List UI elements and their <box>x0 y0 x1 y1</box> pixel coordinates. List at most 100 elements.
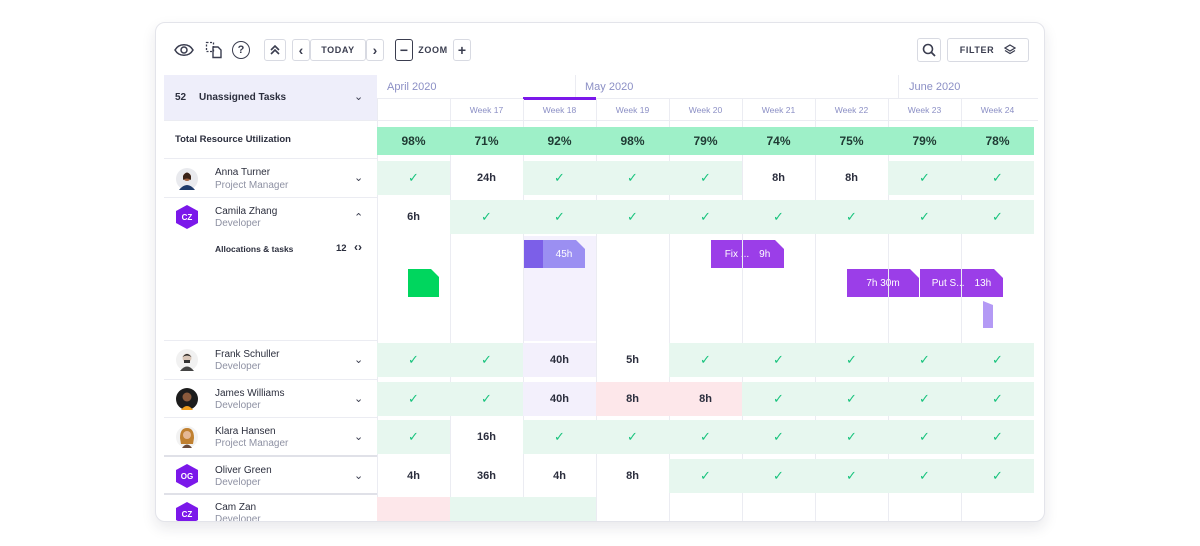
month-divider <box>575 75 576 99</box>
today-button[interactable]: TODAY <box>310 39 366 61</box>
availability-cell[interactable]: ✓ <box>888 459 961 493</box>
collapse-all-button[interactable] <box>264 39 286 61</box>
availability-cell[interactable]: ✓ <box>377 343 450 377</box>
availability-cell[interactable]: 16h <box>477 431 496 443</box>
availability-cell[interactable] <box>523 497 596 521</box>
unassigned-tasks-row[interactable]: 52 Unassigned Tasks ⌄ <box>164 75 377 121</box>
availability-cell[interactable]: ✓ <box>815 382 888 416</box>
availability-cell[interactable] <box>961 497 1034 521</box>
availability-cell[interactable]: ✓ <box>961 161 1034 195</box>
availability-cell[interactable]: ✓ <box>377 382 450 416</box>
availability-cell[interactable]: ✓ <box>669 200 742 234</box>
chevron-down-icon[interactable]: ⌄ <box>354 172 364 184</box>
resource-list: 52 Unassigned Tasks ⌄ Total Resource Uti… <box>164 75 377 522</box>
availability-cell[interactable] <box>669 497 742 521</box>
zoom-in-button[interactable]: + <box>453 39 471 61</box>
availability-cell[interactable]: ✓ <box>815 420 888 454</box>
chevron-down-icon[interactable]: ⌄ <box>354 91 364 103</box>
availability-cell[interactable] <box>596 497 669 521</box>
check-icon: ✓ <box>992 209 1003 224</box>
availability-cell[interactable]: 40h <box>523 343 596 377</box>
availability-cell[interactable]: ✓ <box>888 161 961 195</box>
availability-cell[interactable]: ✓ <box>523 420 596 454</box>
availability-cell[interactable]: ✓ <box>961 420 1034 454</box>
availability-cell[interactable]: 8h <box>626 470 639 482</box>
person-row-oliver-green[interactable]: OG Oliver Green Developer ⌄ <box>164 457 377 495</box>
availability-cell[interactable] <box>742 497 815 521</box>
search-button[interactable] <box>917 38 941 62</box>
chevron-down-icon[interactable]: ⌄ <box>354 470 364 482</box>
availability-cell[interactable]: ✓ <box>961 343 1034 377</box>
person-row-klara-hansen[interactable]: Klara Hansen Project Manager ⌄ <box>164 418 377 457</box>
availability-cell[interactable] <box>450 497 523 521</box>
person-row-anna-turner[interactable]: Anna Turner Project Manager ⌄ <box>164 159 377 198</box>
task-bar[interactable]: 7h 30m <box>847 269 919 297</box>
availability-cell[interactable]: ✓ <box>888 343 961 377</box>
availability-cell[interactable]: ✓ <box>669 161 742 195</box>
availability-cell[interactable]: ✓ <box>596 420 669 454</box>
chevron-down-icon[interactable]: ⌄ <box>354 431 364 443</box>
chevron-down-icon[interactable]: ⌄ <box>354 354 364 366</box>
availability-cell[interactable]: ✓ <box>815 343 888 377</box>
availability-cell[interactable]: ✓ <box>669 459 742 493</box>
availability-cell[interactable]: 4h <box>407 470 420 482</box>
availability-cell[interactable]: ✓ <box>523 200 596 234</box>
availability-cell[interactable]: 6h <box>407 211 420 223</box>
availability-cell[interactable]: 40h <box>523 382 596 416</box>
expand-code-icon[interactable]: ‹› <box>354 240 362 254</box>
person-row-cam-zan[interactable]: CZ Cam Zan Developer <box>164 495 377 522</box>
allocation-bar[interactable]: 45h <box>523 240 585 268</box>
availability-cell[interactable]: ✓ <box>961 382 1034 416</box>
availability-cell[interactable]: ✓ <box>742 420 815 454</box>
availability-cell[interactable]: ✓ <box>888 382 961 416</box>
availability-cell[interactable]: ✓ <box>888 420 961 454</box>
availability-cell[interactable]: ✓ <box>815 200 888 234</box>
green-task-block[interactable] <box>408 269 439 297</box>
availability-cell[interactable] <box>888 497 961 521</box>
availability-cell[interactable]: 8h <box>596 382 669 416</box>
availability-cell[interactable]: ✓ <box>742 343 815 377</box>
filter-button[interactable]: FILTER <box>947 38 1029 62</box>
availability-cell[interactable]: 8h <box>845 172 858 184</box>
chevron-up-icon[interactable]: ⌃ <box>354 212 364 224</box>
availability-cell[interactable]: ✓ <box>450 343 523 377</box>
next-period-button[interactable]: › <box>366 39 384 61</box>
availability-cell[interactable]: ✓ <box>523 161 596 195</box>
zoom-out-button[interactable]: − <box>395 39 413 61</box>
prev-period-button[interactable]: ‹ <box>292 39 310 61</box>
availability-cell[interactable]: ✓ <box>742 382 815 416</box>
person-row-camila-zhang[interactable]: CZ Camila Zhang Developer ⌃ <box>164 198 377 236</box>
visibility-button[interactable] <box>172 38 196 62</box>
availability-cell[interactable]: 4h <box>553 470 566 482</box>
availability-cell[interactable]: ✓ <box>450 382 523 416</box>
task-stub[interactable] <box>983 301 993 328</box>
availability-cell[interactable]: 8h <box>772 172 785 184</box>
availability-cell[interactable]: ✓ <box>961 200 1034 234</box>
availability-cell[interactable]: ✓ <box>888 200 961 234</box>
availability-cell[interactable]: ✓ <box>450 200 523 234</box>
person-role: Developer <box>215 514 261 522</box>
person-row-james-williams[interactable]: James Williams Developer ⌄ <box>164 380 377 418</box>
help-icon[interactable]: ? <box>232 41 250 59</box>
availability-cell[interactable] <box>377 497 450 521</box>
availability-cell[interactable]: 8h <box>669 382 742 416</box>
availability-cell[interactable]: ✓ <box>377 420 450 454</box>
availability-cell[interactable]: 36h <box>477 470 496 482</box>
check-icon: ✓ <box>919 170 930 185</box>
availability-cell[interactable]: ✓ <box>669 420 742 454</box>
availability-cell[interactable]: ✓ <box>815 459 888 493</box>
availability-cell[interactable]: ✓ <box>742 459 815 493</box>
availability-cell[interactable]: ✓ <box>596 161 669 195</box>
availability-cell[interactable]: 5h <box>626 354 639 366</box>
availability-cell[interactable]: ✓ <box>669 343 742 377</box>
availability-cell[interactable] <box>815 497 888 521</box>
person-row-frank-schuller[interactable]: Frank Schuller Developer ⌄ <box>164 341 377 380</box>
availability-cell[interactable]: 24h <box>477 172 496 184</box>
availability-cell[interactable]: ✓ <box>961 459 1034 493</box>
availability-cell[interactable]: ✓ <box>596 200 669 234</box>
chevron-down-icon[interactable]: ⌄ <box>354 393 364 405</box>
layout-button[interactable] <box>202 38 226 62</box>
availability-cell[interactable]: ✓ <box>742 200 815 234</box>
task-bar[interactable]: Fix ... 9h <box>711 240 784 268</box>
availability-cell[interactable]: ✓ <box>377 161 450 195</box>
